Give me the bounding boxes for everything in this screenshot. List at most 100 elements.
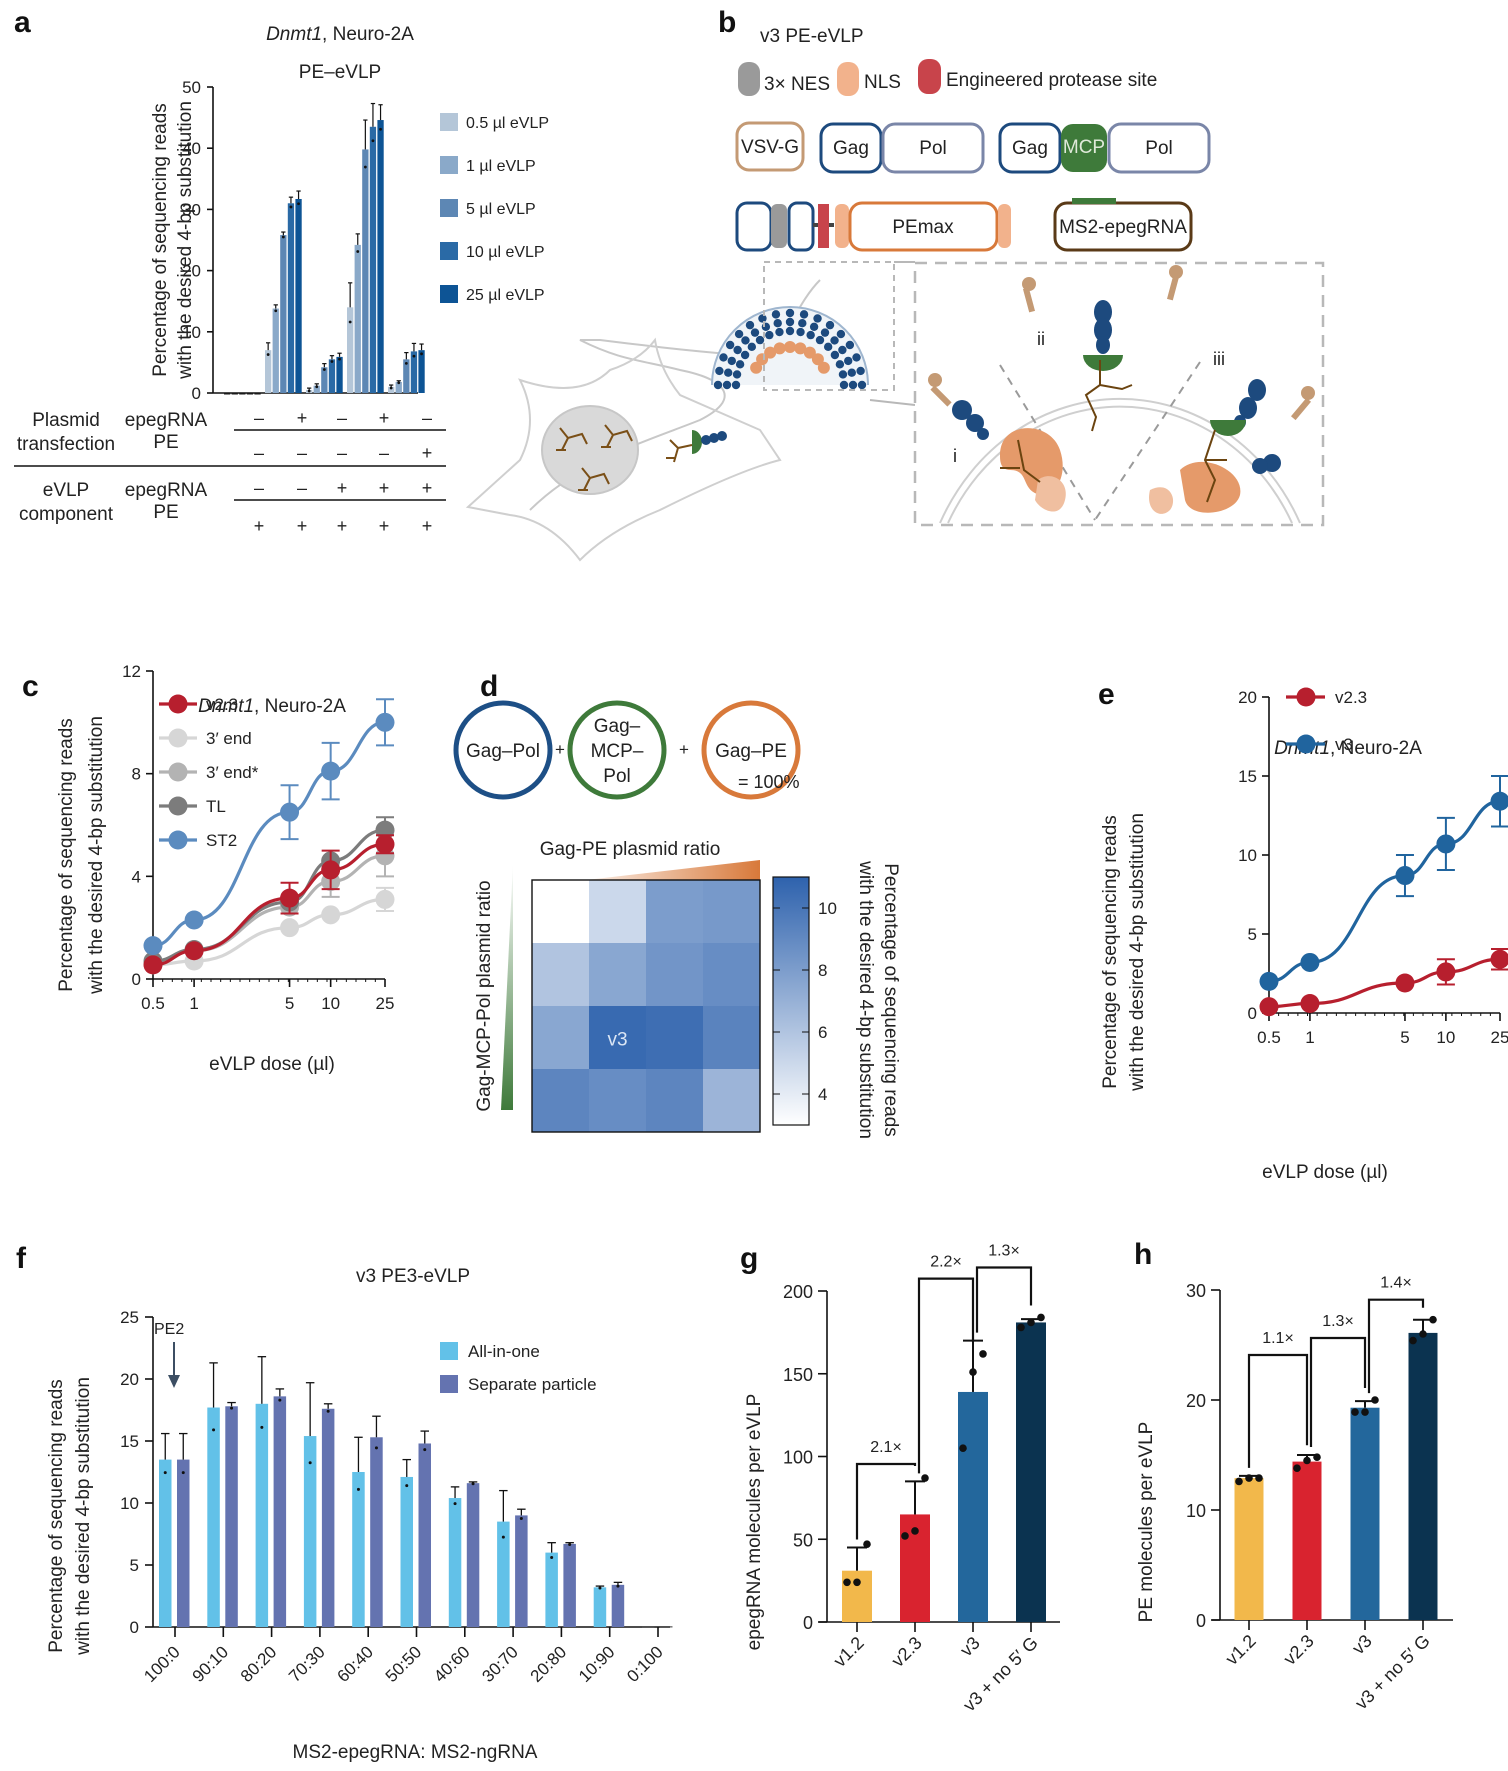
- condition-value: +: [379, 408, 390, 428]
- data-point: [1293, 1464, 1301, 1472]
- heatmap-cell: [532, 880, 589, 943]
- chart-f-ylabel-2: with the desired 4-bp substitution: [73, 1377, 94, 1656]
- x-tick-label: 40:60: [430, 1642, 474, 1686]
- colorbar: [772, 876, 810, 1126]
- heatmap-cell: [703, 880, 760, 943]
- data-point: [348, 320, 352, 324]
- data-point: [911, 1527, 919, 1535]
- data-point-v2.3: [1395, 973, 1415, 993]
- y-tick-label: 10: [1238, 846, 1257, 865]
- condition-value: +: [254, 516, 265, 536]
- fold-change-label: 1.1×: [1262, 1330, 1294, 1347]
- data-point: [1235, 1477, 1243, 1486]
- y-tick-label: 10: [182, 323, 201, 342]
- data-point: [356, 1487, 360, 1491]
- bar-Separate particle: [370, 1437, 383, 1627]
- y-tick-label: 15: [1238, 767, 1257, 786]
- data-point: [423, 1448, 427, 1452]
- pe2-annotation: PE2: [154, 1321, 184, 1338]
- y-tick-label: 4: [132, 867, 141, 886]
- condition-value: –: [254, 478, 264, 498]
- plasmid-circle: [453, 700, 553, 800]
- data-point: [1351, 1408, 1359, 1416]
- data-point: [519, 1517, 523, 1520]
- nls-swatch: [837, 62, 859, 96]
- gag-dot: [785, 326, 795, 336]
- heatmap-cell: [646, 943, 703, 1006]
- legend-label: v3: [1335, 735, 1353, 754]
- x-tick-label: 0.5: [141, 994, 165, 1013]
- chart-c-title: Dnmt1, Neuro-2A: [198, 696, 346, 717]
- gag-dot: [750, 328, 760, 337]
- x-tick-label: 10: [321, 994, 340, 1013]
- bar-Separate particle: [225, 1406, 238, 1627]
- chart-e-ylabel-2: with the desired 4-bp substitution: [1127, 813, 1148, 1092]
- condition-row-label: epegRNA: [125, 410, 208, 431]
- condition-group-label: transfection: [17, 434, 115, 455]
- panel-b: b v3 PE-eVLP 3× NES NLS Engineered prote…: [465, 6, 1325, 562]
- legend-label: 10 µl eVLP: [466, 244, 545, 261]
- legend-label: 25 µl eVLP: [466, 287, 545, 304]
- gag-dot: [773, 319, 782, 328]
- chart-f-title: v3 PE3-eVLP: [356, 1266, 470, 1287]
- fold-change-label: 2.1×: [870, 1439, 902, 1456]
- data-point-v2.3: [1259, 997, 1279, 1017]
- bar-Separate particle: [177, 1459, 190, 1627]
- x-tick-label: 0.5: [1257, 1028, 1281, 1047]
- heatmap-cell: [589, 880, 646, 943]
- gag-label: Gag: [833, 138, 869, 159]
- gag-dot: [835, 360, 845, 369]
- data-point: [412, 354, 416, 358]
- data-point: [326, 1409, 330, 1413]
- chart-a-title-gene: Dnmt1: [266, 24, 322, 45]
- gag-dot: [852, 353, 861, 362]
- fold-change-label: 2.2×: [930, 1254, 962, 1271]
- legend-label: v2.3: [1335, 688, 1367, 707]
- data-point: [322, 368, 326, 371]
- data-point: [363, 165, 367, 169]
- bar: [328, 359, 336, 393]
- y-tick-label: 0: [130, 1618, 139, 1637]
- gag-dot: [735, 360, 745, 369]
- heatmap-annotation: v3: [607, 1030, 627, 1051]
- legend-marker: [168, 796, 188, 816]
- condition-value: +: [422, 516, 433, 536]
- gag-dot: [745, 320, 755, 330]
- gag-dot: [798, 319, 807, 328]
- plasmid-circle: [701, 700, 801, 800]
- data-point: [420, 352, 423, 356]
- inset-ii-complex: [1083, 300, 1133, 432]
- legend-marker: [168, 830, 188, 850]
- data-point: [397, 381, 401, 385]
- bar-All-in-one: [352, 1472, 365, 1627]
- data-point: [1017, 1323, 1025, 1332]
- data-point: [230, 1406, 234, 1410]
- chart-a-title-cell: , Neuro-2A: [322, 24, 414, 45]
- legend-swatch: [440, 199, 458, 217]
- chart-d-xlabel: Gag-PE plasmid ratio: [540, 839, 721, 860]
- data-point: [212, 1428, 216, 1432]
- heatmap-cell: [532, 1069, 589, 1132]
- data-point: [979, 1350, 987, 1358]
- bar-v3 + no 5′ G: [1408, 1332, 1438, 1620]
- legend-label: 5 µl eVLP: [466, 201, 536, 218]
- pe2-arrowhead: [168, 1375, 180, 1388]
- bar: [395, 381, 402, 393]
- gag-dot: [847, 368, 856, 377]
- significance-bracket: [917, 1277, 975, 1474]
- bar: [239, 393, 246, 395]
- inset-label-ii: ii: [1037, 329, 1045, 349]
- chart-c-plot: 0 4 8 12 0.5 1 5 10 25 v2.3 3′ end 3′ end* TL ST2: [122, 662, 395, 1013]
- data-point: [969, 1368, 977, 1376]
- x-tick-label: 20:80: [527, 1642, 571, 1686]
- legend-swatch: [440, 242, 458, 260]
- data-point: [1419, 1330, 1427, 1338]
- data-point: [266, 353, 270, 356]
- gag-dot: [820, 328, 830, 337]
- data-point: [1371, 1396, 1379, 1404]
- colorbar-ticks: 4 6 8 10: [773, 899, 837, 1104]
- data-point: [260, 1425, 264, 1429]
- x-tick-label: v3: [1348, 1631, 1376, 1659]
- gag-dot: [856, 366, 865, 376]
- zoom-inset: i ii iii: [913, 261, 1325, 527]
